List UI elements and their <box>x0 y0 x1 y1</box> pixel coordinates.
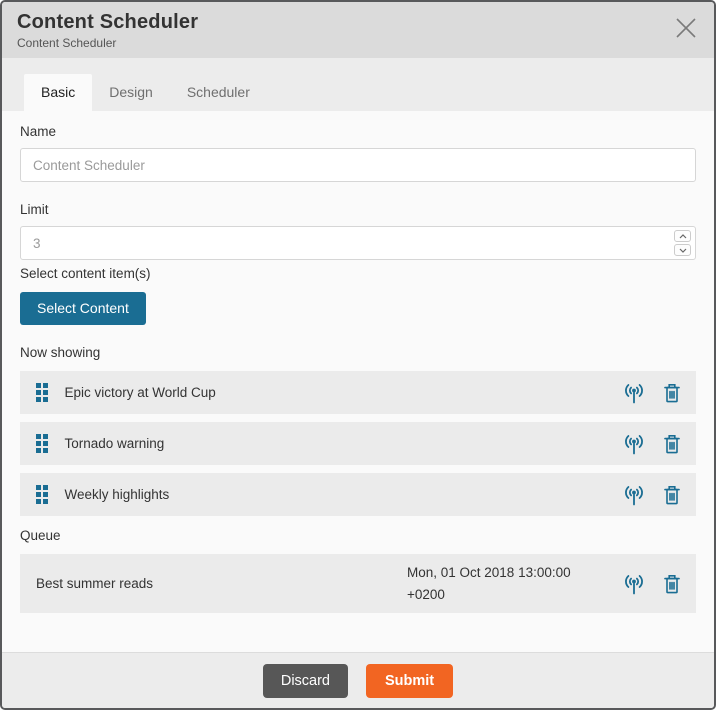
broadcast-button[interactable] <box>622 381 646 405</box>
trash-icon <box>664 383 680 402</box>
broadcast-icon <box>625 485 643 505</box>
queue-row: Best summer reads Mon, 01 Oct 2018 13:00… <box>20 554 696 614</box>
tab-basic[interactable]: Basic <box>24 74 93 111</box>
close-button[interactable] <box>673 15 699 41</box>
tab-bar: Basic Design Scheduler <box>2 58 714 111</box>
limit-input[interactable] <box>20 226 696 260</box>
close-icon <box>676 18 696 38</box>
drag-handle-icon[interactable] <box>36 383 48 402</box>
discard-button[interactable]: Discard <box>262 663 348 698</box>
broadcast-button[interactable] <box>622 483 646 507</box>
queue-item-datetime: Mon, 01 Oct 2018 13:00:00 +0200 <box>407 565 571 602</box>
tab-content-basic: Name Limit Select content item(s) Select… <box>2 111 714 652</box>
spinner-down-button[interactable] <box>674 244 691 256</box>
spinner-up-button[interactable] <box>674 230 691 242</box>
broadcast-icon <box>625 383 643 403</box>
submit-button[interactable]: Submit <box>366 663 454 698</box>
now-showing-label: Now showing <box>20 345 101 360</box>
name-label: Name <box>20 124 57 139</box>
tab-scheduler[interactable]: Scheduler <box>186 84 250 100</box>
delete-button[interactable] <box>661 381 683 405</box>
limit-field <box>20 226 696 260</box>
drag-handle-icon[interactable] <box>36 485 48 504</box>
limit-spinner <box>674 230 691 256</box>
dialog-subtitle: Content Scheduler <box>17 36 117 50</box>
trash-icon <box>664 574 680 593</box>
tab-design[interactable]: Design <box>109 84 153 100</box>
dialog-header: Content Scheduler Content Scheduler <box>2 2 714 58</box>
broadcast-button[interactable] <box>622 432 646 456</box>
delete-button[interactable] <box>661 483 683 507</box>
trash-icon <box>664 434 680 453</box>
select-content-button[interactable]: Select Content <box>20 292 146 325</box>
dialog-title: Content Scheduler <box>17 11 199 33</box>
queue-label: Queue <box>20 528 61 543</box>
now-showing-row: Epic victory at World Cup <box>20 371 696 414</box>
item-title: Epic victory at World Cup <box>64 385 216 400</box>
chevron-down-icon <box>679 248 686 253</box>
drag-handle-icon[interactable] <box>36 434 48 453</box>
dialog-footer: Discard Submit <box>2 652 714 708</box>
item-title: Tornado warning <box>64 436 165 451</box>
now-showing-row: Tornado warning <box>20 422 696 465</box>
item-title: Weekly highlights <box>64 487 170 502</box>
broadcast-icon <box>625 434 643 454</box>
broadcast-button[interactable] <box>622 572 646 596</box>
trash-icon <box>664 485 680 504</box>
delete-button[interactable] <box>661 572 683 596</box>
chevron-up-icon <box>679 233 686 238</box>
name-input[interactable] <box>20 148 696 182</box>
broadcast-icon <box>625 574 643 594</box>
select-content-label: Select content item(s) <box>20 266 151 281</box>
delete-button[interactable] <box>661 432 683 456</box>
limit-label: Limit <box>20 202 49 217</box>
now-showing-row: Weekly highlights <box>20 473 696 516</box>
queue-item-title: Best summer reads <box>36 576 154 592</box>
